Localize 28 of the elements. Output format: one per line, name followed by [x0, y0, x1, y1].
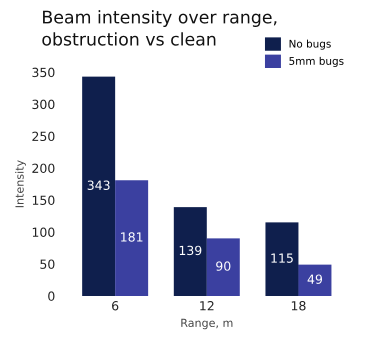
x-tick-label: 18: [292, 301, 306, 310]
legend-label: 5mm bugs: [289, 56, 344, 67]
y-axis-title: Intensity: [15, 160, 26, 208]
data-label: 343: [88, 180, 110, 190]
y-tick-label: 200: [32, 164, 54, 174]
bar: [115, 180, 148, 296]
y-tick-label: 300: [32, 100, 54, 110]
y-tick-label: 0: [48, 291, 54, 301]
data-label: 181: [121, 232, 142, 242]
bar: [298, 264, 332, 296]
y-tick-label: 50: [40, 259, 54, 269]
x-tick-label: 12: [200, 301, 214, 310]
y-tick-label: 350: [32, 68, 54, 78]
y-tick-label: 250: [32, 132, 54, 142]
bar: [206, 238, 240, 296]
bar: [174, 207, 207, 296]
x-tick-label: 6: [112, 301, 118, 310]
chart-title: Beam intensity over range, obstruction vs clean: [42, 10, 276, 46]
legend-label: No bugs: [290, 40, 331, 50]
data-label: 90: [216, 261, 230, 271]
data-label: 49: [308, 274, 322, 284]
x-axis-title: Range, m: [181, 318, 232, 330]
data-label: 115: [271, 254, 293, 263]
y-tick-label: 150: [32, 196, 54, 205]
y-tick-label: 100: [32, 227, 54, 237]
bar: [82, 76, 116, 296]
data-label: 139: [180, 246, 202, 256]
bar: [265, 222, 298, 296]
